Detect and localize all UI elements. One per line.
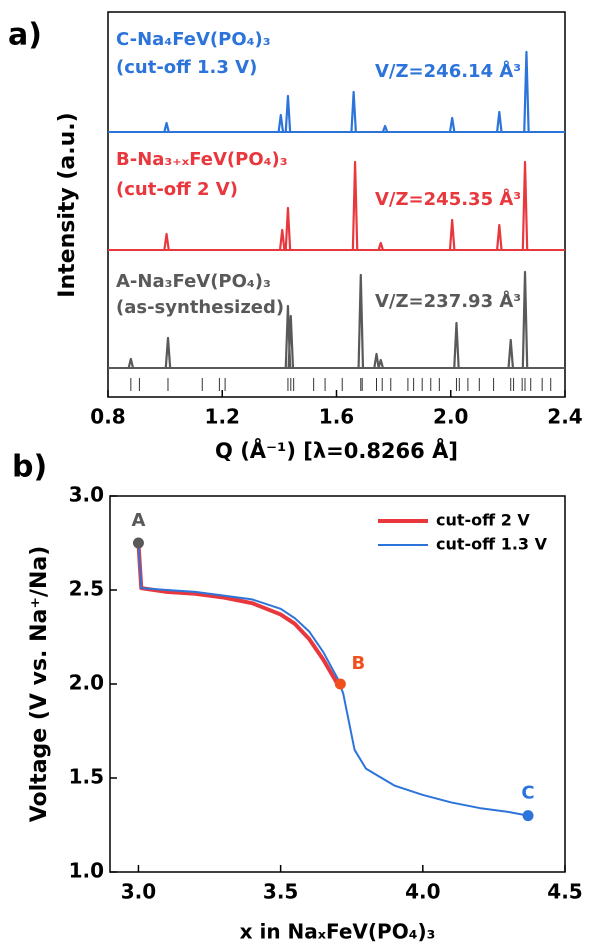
peak <box>127 357 135 369</box>
series-note: (cut-off 1.3 V) <box>116 57 257 78</box>
point-label: A <box>131 510 145 531</box>
x-tick-label: 3.5 <box>263 880 298 904</box>
x-axis-label: x in NaₓFeV(PO₄)₃ <box>240 920 436 944</box>
x-tick-label: 1.6 <box>319 405 354 429</box>
x-tick-label: 4.5 <box>547 880 582 904</box>
series-note: (cut-off 2 V) <box>116 179 238 200</box>
peak <box>287 314 295 369</box>
peak <box>453 321 460 369</box>
peak <box>284 94 292 133</box>
x-tick-label: 1.2 <box>205 405 240 429</box>
legend-label: cut-off 1.3 V <box>436 535 548 554</box>
y-tick-label: 1.0 <box>69 859 104 883</box>
series-note: (as-synthesized) <box>116 297 284 318</box>
peak <box>164 336 172 369</box>
x-tick-label: 3.0 <box>121 880 156 904</box>
cell-volume: V/Z=246.14 Å³ <box>375 59 521 82</box>
peak <box>448 116 456 133</box>
peak <box>277 113 285 133</box>
peak <box>507 338 515 369</box>
peak <box>357 273 365 369</box>
peak <box>381 124 389 133</box>
panel-label: a) <box>8 18 42 53</box>
peak <box>163 121 170 133</box>
state-point <box>132 537 144 549</box>
peak <box>351 160 359 251</box>
point-label: B <box>351 653 365 674</box>
peak <box>373 352 380 369</box>
peak <box>496 223 503 251</box>
y-axis-label: Voltage (V vs. Na⁺/Na) <box>27 546 52 823</box>
y-axis-label: Intensity (a.u.) <box>55 112 80 297</box>
peak <box>496 110 503 133</box>
x-tick-label: 0.8 <box>90 405 125 429</box>
series-name: A-Na₃FeV(PO₄)₃ <box>116 271 271 292</box>
series-name: B-Na₃₊ₓFeV(PO₄)₃ <box>116 149 288 170</box>
y-tick-label: 2.0 <box>69 671 104 695</box>
series-line <box>136 542 340 686</box>
peak <box>377 358 385 369</box>
x-tick-label: 2.0 <box>433 405 468 429</box>
panel-label: b) <box>12 450 47 485</box>
series-name: C-Na₄FeV(PO₄)₃ <box>116 29 271 50</box>
x-tick-label: 4.0 <box>405 880 440 904</box>
x-tick-label: 2.4 <box>547 405 582 429</box>
peak <box>521 270 529 369</box>
peak <box>278 228 286 251</box>
peak <box>377 241 385 251</box>
peak <box>448 218 456 251</box>
peak <box>521 160 529 251</box>
legend-label: cut-off 2 V <box>436 511 530 530</box>
x-axis-label: Q (Å⁻¹) [λ=0.8266 Å] <box>215 438 458 463</box>
state-point <box>334 678 346 690</box>
peak <box>350 90 357 133</box>
y-tick-label: 3.0 <box>69 483 104 507</box>
peak <box>284 206 292 251</box>
peak <box>163 232 170 251</box>
cell-volume: V/Z=237.93 Å³ <box>375 289 521 312</box>
cell-volume: V/Z=245.35 Å³ <box>375 187 521 210</box>
y-tick-label: 2.5 <box>69 577 104 601</box>
state-point <box>522 810 534 822</box>
y-tick-label: 1.5 <box>69 765 104 789</box>
peak <box>523 50 530 133</box>
point-label: C <box>521 783 534 804</box>
series-line <box>137 542 529 817</box>
